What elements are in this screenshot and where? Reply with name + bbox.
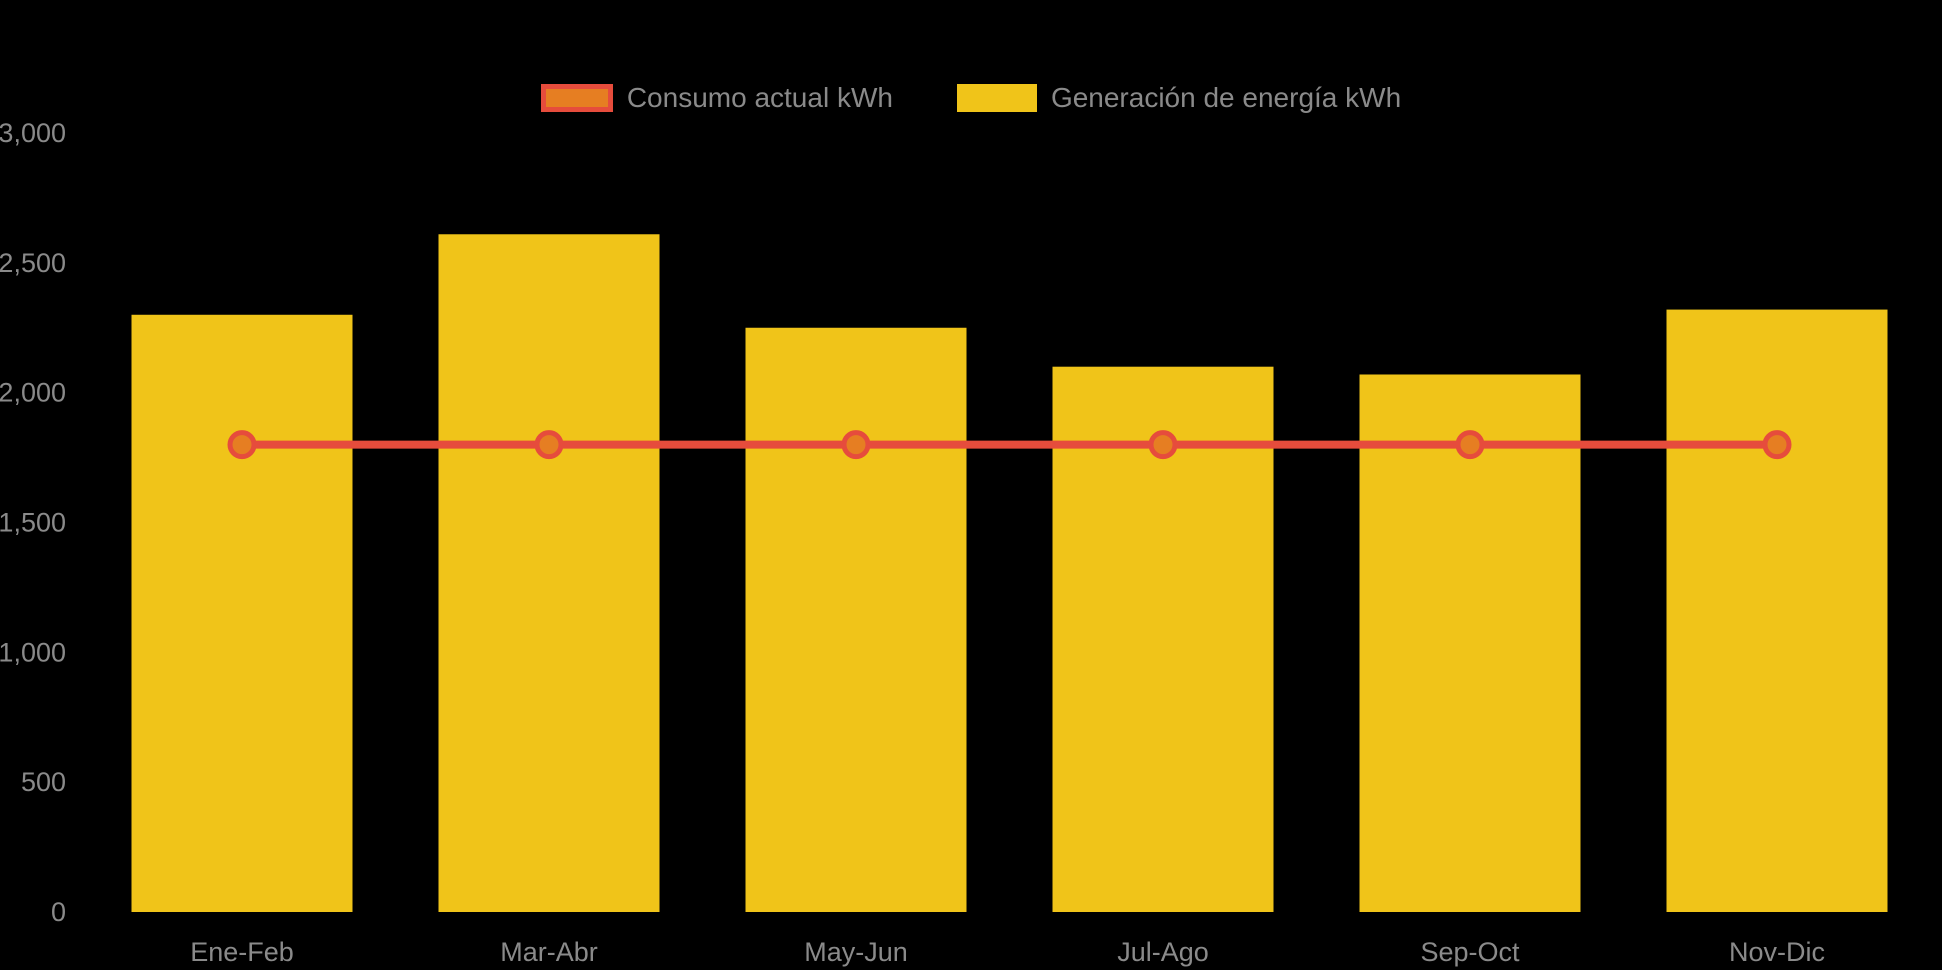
bar-may-jun[interactable] xyxy=(745,327,967,912)
x-axis-label-ene-feb: Ene-Feb xyxy=(190,937,294,967)
y-axis-tick-label: 2,500 xyxy=(0,248,66,278)
x-axis-label-mar-abr: Mar-Abr xyxy=(500,937,598,967)
y-axis-tick-label: 2,000 xyxy=(0,378,66,408)
legend-label-consumo: Consumo actual kWh xyxy=(626,82,893,113)
bar-nov-dic[interactable] xyxy=(1666,309,1888,912)
consumo-point-ene-feb[interactable] xyxy=(227,430,257,460)
bar-ene-feb[interactable] xyxy=(131,314,353,912)
consumo-point-jul-ago[interactable] xyxy=(1148,430,1178,460)
x-axis-label-sep-oct: Sep-Oct xyxy=(1420,937,1520,967)
bar-sep-oct[interactable] xyxy=(1359,374,1581,912)
legend-item-consumo[interactable]: Consumo actual kWh xyxy=(540,82,893,113)
consumo-point-sep-oct[interactable] xyxy=(1455,430,1485,460)
x-axis-label-may-jun: May-Jun xyxy=(804,937,908,967)
y-axis-tick-label: 1,500 xyxy=(0,508,66,538)
x-axis-label-nov-dic: Nov-Dic xyxy=(1729,937,1825,967)
consumo-point-nov-dic[interactable] xyxy=(1762,430,1792,460)
legend-swatch-generacion-icon xyxy=(956,84,1037,112)
x-axis-label-jul-ago: Jul-Ago xyxy=(1117,937,1209,967)
y-axis-tick-label: 1,000 xyxy=(0,637,66,667)
consumo-point-mar-abr[interactable] xyxy=(534,430,564,460)
y-axis-tick-label: 3,000 xyxy=(0,118,66,148)
legend-item-generacion[interactable]: Generación de energía kWh xyxy=(956,82,1402,113)
legend-swatch-consumo-icon xyxy=(540,84,613,112)
bar-mar-abr[interactable] xyxy=(438,234,660,912)
legend-label-generacion: Generación de energía kWh xyxy=(1050,82,1402,113)
chart-legend: Consumo actual kWh Generación de energía… xyxy=(0,84,1942,112)
y-axis-tick-label: 500 xyxy=(21,767,66,797)
y-axis-tick-label: 0 xyxy=(51,897,66,927)
consumo-point-may-jun[interactable] xyxy=(841,430,871,460)
